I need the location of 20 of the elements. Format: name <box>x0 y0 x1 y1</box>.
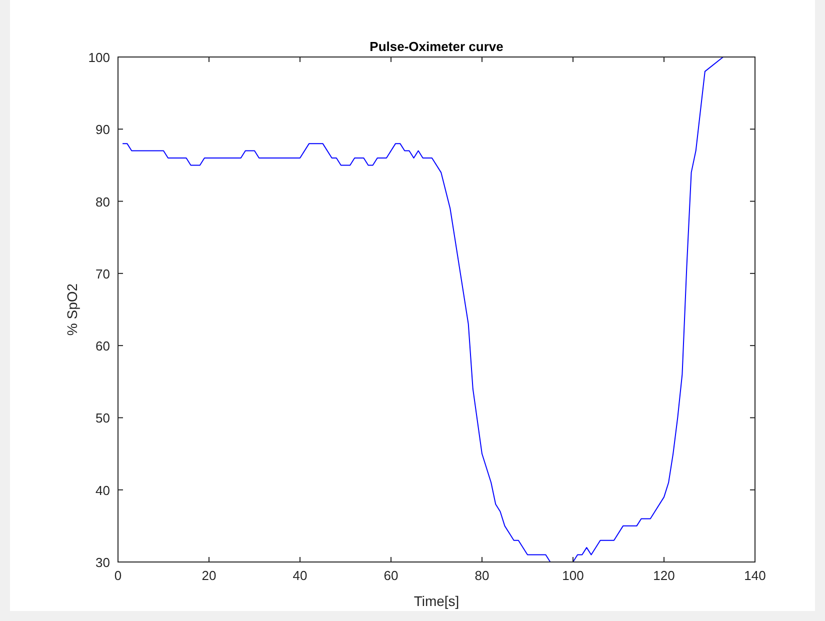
y-tick-label: 100 <box>88 50 110 65</box>
y-tick-label: 90 <box>96 122 110 138</box>
y-tick-label: 30 <box>96 555 110 570</box>
y-axis-title: % SpO2 <box>64 283 80 336</box>
x-tick-label: 100 <box>562 568 584 583</box>
y-tick-label: 50 <box>96 410 110 426</box>
x-tick-label: 20 <box>202 568 216 583</box>
y-tick-label: 40 <box>96 482 110 498</box>
y-tick-label: 60 <box>96 338 110 354</box>
x-tick-label: 140 <box>744 568 766 583</box>
y-tick-label: 70 <box>96 266 110 282</box>
x-tick-label: 40 <box>292 568 308 583</box>
x-tick-label: 60 <box>384 568 398 583</box>
y-tick-label: 80 <box>96 194 110 210</box>
x-tick-label: 0 <box>114 568 122 583</box>
x-axis-title: Time[s] <box>414 593 460 609</box>
line-series <box>122 56 724 562</box>
x-tick-label: 80 <box>474 568 490 583</box>
x-tick-label: 120 <box>653 568 675 583</box>
chart-title: Pulse-Oximeter curve <box>370 39 504 54</box>
